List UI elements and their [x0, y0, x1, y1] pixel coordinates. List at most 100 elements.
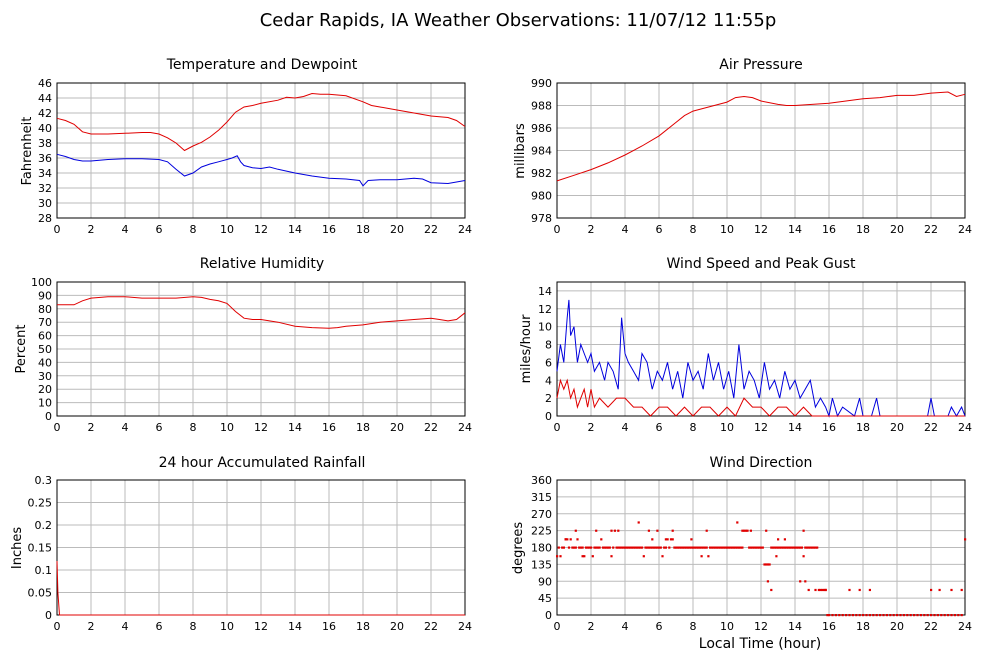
- y-tick-label: 10: [38, 397, 52, 410]
- x-axis-label: Local Time (hour): [699, 636, 821, 652]
- data-point: [605, 546, 608, 549]
- y-tick-label: 20: [38, 383, 52, 396]
- data-point: [848, 614, 851, 617]
- y-tick-label: 270: [531, 508, 552, 521]
- y-tick-label: 70: [38, 316, 52, 329]
- data-point: [768, 563, 771, 566]
- data-point: [872, 614, 875, 617]
- y-tick-label: 38: [38, 137, 52, 150]
- data-point: [613, 529, 616, 532]
- y-tick-label: 50: [38, 343, 52, 356]
- data-point: [741, 546, 744, 549]
- data-point: [851, 614, 854, 617]
- relative-humidity-chart: Relative Humidity Percent 0 2 4 6 8 10 12 14 16 1…: [14, 256, 472, 434]
- data-point: [816, 546, 819, 549]
- y-tick-label: 978: [531, 212, 552, 225]
- data-point: [736, 521, 739, 524]
- data-point: [658, 546, 661, 549]
- data-point: [778, 546, 781, 549]
- x-tick-label: 14: [288, 620, 302, 633]
- data-point: [690, 546, 693, 549]
- y-tick-label: 30: [38, 197, 52, 210]
- data-point: [635, 546, 639, 549]
- x-tick-label: 0: [54, 223, 61, 236]
- data-point: [576, 538, 579, 541]
- data-point: [889, 614, 892, 617]
- data-point: [695, 546, 698, 549]
- data-point: [744, 529, 747, 532]
- data-point: [882, 614, 885, 617]
- data-point: [647, 546, 650, 549]
- data-point: [807, 588, 810, 592]
- data-point: [817, 588, 820, 592]
- series-line: [56, 153, 466, 187]
- data-point: [875, 614, 878, 617]
- data-point: [799, 546, 802, 549]
- data-point: [557, 546, 560, 549]
- y-tick-label: 42: [38, 107, 52, 120]
- data-point: [726, 546, 729, 549]
- data-point: [947, 614, 950, 617]
- data-point: [814, 588, 817, 592]
- data-point: [782, 546, 785, 549]
- data-point: [556, 555, 559, 558]
- y-tick-label: 40: [38, 356, 52, 369]
- data-point: [814, 546, 817, 549]
- data-point: [763, 563, 766, 566]
- x-tick-label: 8: [690, 223, 697, 236]
- data-point: [938, 588, 941, 592]
- x-tick-label: 4: [622, 223, 629, 236]
- data-point: [649, 546, 652, 549]
- data-point: [615, 546, 618, 549]
- data-point: [571, 546, 574, 549]
- data-point: [661, 555, 664, 558]
- data-point: [664, 538, 667, 541]
- data-point: [607, 546, 610, 549]
- series-line: [556, 299, 966, 418]
- data-point: [957, 614, 960, 617]
- data-point: [593, 546, 596, 549]
- y-axis-label: millibars: [513, 123, 528, 179]
- data-point: [819, 588, 822, 592]
- x-tick-label: 20: [890, 223, 904, 236]
- data-point: [765, 563, 768, 566]
- data-point: [698, 546, 701, 549]
- data-point: [773, 546, 776, 549]
- data-point: [940, 614, 943, 617]
- data-point: [899, 614, 902, 617]
- data-point: [777, 546, 780, 549]
- y-axis-label: Fahrenheit: [20, 117, 35, 186]
- chart-title: Temperature and Dewpoint: [166, 57, 358, 73]
- data-point: [770, 588, 773, 592]
- data-point: [760, 546, 763, 549]
- y-tick-label: 980: [531, 190, 552, 203]
- y-tick-label: 180: [531, 542, 552, 555]
- data-point: [780, 546, 783, 549]
- data-point: [632, 546, 635, 549]
- data-point: [579, 546, 582, 549]
- data-point: [933, 614, 936, 617]
- data-point: [707, 555, 710, 558]
- data-point: [608, 546, 611, 549]
- x-tick-label: 18: [356, 421, 370, 434]
- y-tick-label: 12: [538, 303, 552, 316]
- data-point: [838, 614, 841, 617]
- x-tick-label: 12: [254, 421, 268, 434]
- data-point: [566, 538, 569, 541]
- x-tick-label: 16: [822, 223, 836, 236]
- data-point: [943, 614, 946, 617]
- data-point: [824, 588, 827, 592]
- x-tick-label: 6: [156, 620, 163, 633]
- data-point: [821, 588, 824, 592]
- data-point: [630, 546, 633, 549]
- data-point: [960, 588, 963, 592]
- series-line: [556, 378, 965, 417]
- x-tick-label: 4: [122, 223, 129, 236]
- data-point: [777, 538, 780, 541]
- y-tick-label: 36: [38, 152, 52, 165]
- data-point: [598, 546, 601, 549]
- data-point: [652, 546, 656, 549]
- data-point: [930, 588, 933, 592]
- data-point: [709, 546, 712, 549]
